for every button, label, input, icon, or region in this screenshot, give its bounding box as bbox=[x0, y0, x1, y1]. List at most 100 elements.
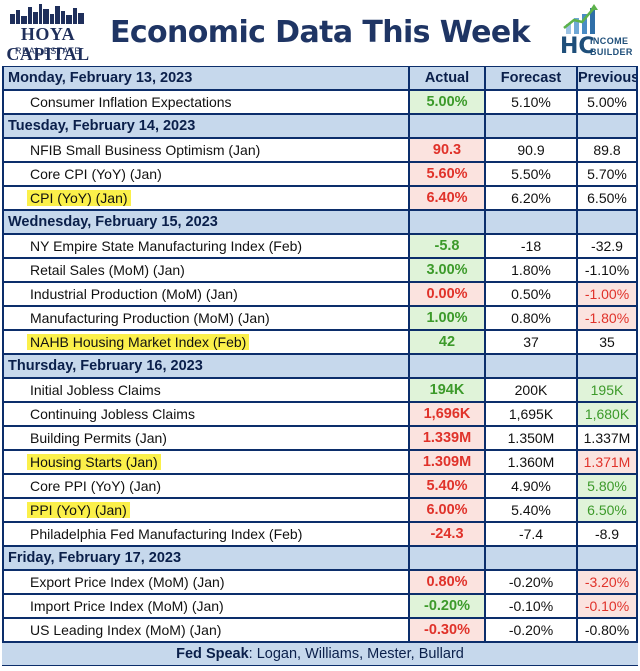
fed-speak-names: : Logan, Williams, Mester, Bullard bbox=[248, 646, 464, 662]
indicator-name: Initial Jobless Claims bbox=[30, 382, 161, 398]
right-logo-text-line-1: INCOME bbox=[590, 36, 629, 46]
indicator-name-cell: Consumer Inflation Expectations bbox=[4, 91, 408, 113]
actual-value: 5.60% bbox=[410, 163, 484, 185]
indicator-name: PPI (YoY) (Jan) bbox=[27, 502, 130, 518]
actual-value: -0.20% bbox=[410, 595, 484, 617]
actual-value: 5.00% bbox=[410, 91, 484, 113]
forecast-value: 5.10% bbox=[486, 91, 576, 113]
indicator-name: Export Price Index (MoM) (Jan) bbox=[30, 574, 225, 590]
indicator-name: Building Permits (Jan) bbox=[30, 430, 167, 446]
day-header-row: Monday, February 13, 2023 Actual Forecast P… bbox=[2, 66, 638, 90]
forecast-value: 90.9 bbox=[486, 139, 576, 161]
previous-value: -0.10% bbox=[578, 595, 636, 617]
indicator-name-cell: PPI (YoY) (Jan) bbox=[4, 499, 408, 521]
forecast-value: -0.10% bbox=[486, 595, 576, 617]
column-header-actual: Actual bbox=[410, 67, 484, 89]
previous-value: -1.10% bbox=[578, 259, 636, 281]
table-row: NAHB Housing Market Index (Feb) 42 37 35 bbox=[2, 330, 638, 354]
header: HOYA CAPITAL REAL ESTATE Economic Data T… bbox=[0, 0, 640, 66]
table-row: Export Price Index (MoM) (Jan) 0.80% -0.20… bbox=[2, 570, 638, 594]
header-blank-cell bbox=[410, 115, 484, 137]
actual-value: 194K bbox=[410, 379, 484, 401]
previous-value: 89.8 bbox=[578, 139, 636, 161]
table-row: Initial Jobless Claims 194K 200K 195K bbox=[2, 378, 638, 402]
indicator-name-cell: NAHB Housing Market Index (Feb) bbox=[4, 331, 408, 353]
actual-value: 1.309M bbox=[410, 451, 484, 473]
economic-data-table: Monday, February 13, 2023 Actual Forecast P… bbox=[2, 66, 638, 666]
indicator-name: Import Price Index (MoM) (Jan) bbox=[30, 598, 224, 614]
indicator-name: Philadelphia Fed Manufacturing Index (Fe… bbox=[30, 526, 303, 542]
day-header-label: Wednesday, February 15, 2023 bbox=[4, 211, 408, 233]
previous-value: 1.371M bbox=[578, 451, 636, 473]
day-header-label: Monday, February 13, 2023 bbox=[4, 67, 408, 89]
income-builder-logo: HC INCOME BUILDER bbox=[560, 2, 636, 64]
page-title: Economic Data This Week bbox=[109, 15, 531, 50]
table-row: Housing Starts (Jan) 1.309M 1.360M 1.371M bbox=[2, 450, 638, 474]
previous-value: 5.70% bbox=[578, 163, 636, 185]
previous-value: 6.50% bbox=[578, 499, 636, 521]
indicator-name: Retail Sales (MoM) (Jan) bbox=[30, 262, 185, 278]
indicator-name: Core CPI (YoY) (Jan) bbox=[30, 166, 162, 182]
actual-value: -5.8 bbox=[410, 235, 484, 257]
table-row: Philadelphia Fed Manufacturing Index (Fe… bbox=[2, 522, 638, 546]
forecast-value: 4.90% bbox=[486, 475, 576, 497]
day-header-row: Tuesday, February 14, 2023 bbox=[2, 114, 638, 138]
actual-value: 90.3 bbox=[410, 139, 484, 161]
fed-speak-label: Fed Speak bbox=[176, 646, 249, 662]
actual-value: 6.00% bbox=[410, 499, 484, 521]
right-logo-text-line-2: BUILDER bbox=[590, 47, 633, 57]
forecast-value: 1,695K bbox=[486, 403, 576, 425]
indicator-name-cell: Import Price Index (MoM) (Jan) bbox=[4, 595, 408, 617]
table-row: Core CPI (YoY) (Jan) 5.60% 5.50% 5.70% bbox=[2, 162, 638, 186]
left-logo-name: HOYA CAPITAL bbox=[6, 24, 90, 64]
forecast-value: 1.360M bbox=[486, 451, 576, 473]
actual-value: 5.40% bbox=[410, 475, 484, 497]
forecast-value: 5.50% bbox=[486, 163, 576, 185]
header-blank-cell bbox=[486, 211, 576, 233]
previous-value: -0.80% bbox=[578, 619, 636, 641]
table-row: Continuing Jobless Claims 1,696K 1,695K 1,6… bbox=[2, 402, 638, 426]
indicator-name: Core PPI (YoY) (Jan) bbox=[30, 478, 161, 494]
table-row: US Leading Index (MoM) (Jan) -0.30% -0.20%… bbox=[2, 618, 638, 642]
indicator-name-cell: Initial Jobless Claims bbox=[4, 379, 408, 401]
column-header-forecast: Forecast bbox=[486, 67, 576, 89]
header-blank-cell bbox=[578, 547, 636, 569]
header-blank-cell bbox=[578, 355, 636, 377]
indicator-name: NAHB Housing Market Index (Feb) bbox=[27, 334, 250, 350]
indicator-name: US Leading Index (MoM) (Jan) bbox=[30, 622, 222, 638]
previous-value: 6.50% bbox=[578, 187, 636, 209]
indicator-name-cell: Export Price Index (MoM) (Jan) bbox=[4, 571, 408, 593]
table-row: Manufacturing Production (MoM) (Jan) 1.00… bbox=[2, 306, 638, 330]
indicator-name: Consumer Inflation Expectations bbox=[30, 94, 232, 110]
indicator-name-cell: Building Permits (Jan) bbox=[4, 427, 408, 449]
header-blank-cell bbox=[410, 355, 484, 377]
indicator-name-cell: Core CPI (YoY) (Jan) bbox=[4, 163, 408, 185]
indicator-name: Continuing Jobless Claims bbox=[30, 406, 195, 422]
indicator-name-cell: NFIB Small Business Optimism (Jan) bbox=[4, 139, 408, 161]
table-row: CPI (YoY) (Jan) 6.40% 6.20% 6.50% bbox=[2, 186, 638, 210]
indicator-name-cell: Housing Starts (Jan) bbox=[4, 451, 408, 473]
indicator-name: NFIB Small Business Optimism (Jan) bbox=[30, 142, 261, 158]
indicator-name-cell: Industrial Production (MoM) (Jan) bbox=[4, 283, 408, 305]
actual-value: -24.3 bbox=[410, 523, 484, 545]
day-header-row: Friday, February 17, 2023 bbox=[2, 546, 638, 570]
table-row: Building Permits (Jan) 1.339M 1.350M 1.337M bbox=[2, 426, 638, 450]
actual-value: 1.00% bbox=[410, 307, 484, 329]
day-header-label: Thursday, February 16, 2023 bbox=[4, 355, 408, 377]
actual-value: 42 bbox=[410, 331, 484, 353]
header-blank-cell bbox=[578, 211, 636, 233]
previous-value: -8.9 bbox=[578, 523, 636, 545]
fed-speak-cell: Fed Speak: Logan, Williams, Mester, Bull… bbox=[2, 643, 638, 665]
column-header-previous: Previous bbox=[578, 67, 636, 89]
previous-value: 1.337M bbox=[578, 427, 636, 449]
growth-chart-icon bbox=[563, 4, 598, 34]
forecast-value: 0.50% bbox=[486, 283, 576, 305]
day-header-label: Friday, February 17, 2023 bbox=[4, 547, 408, 569]
forecast-value: -0.20% bbox=[486, 619, 576, 641]
previous-value: 1,680K bbox=[578, 403, 636, 425]
table-row: Industrial Production (MoM) (Jan) 0.00% 0.… bbox=[2, 282, 638, 306]
forecast-value: -18 bbox=[486, 235, 576, 257]
header-blank-cell bbox=[486, 355, 576, 377]
left-logo-subtitle: REAL ESTATE bbox=[15, 46, 81, 56]
actual-value: -0.30% bbox=[410, 619, 484, 641]
